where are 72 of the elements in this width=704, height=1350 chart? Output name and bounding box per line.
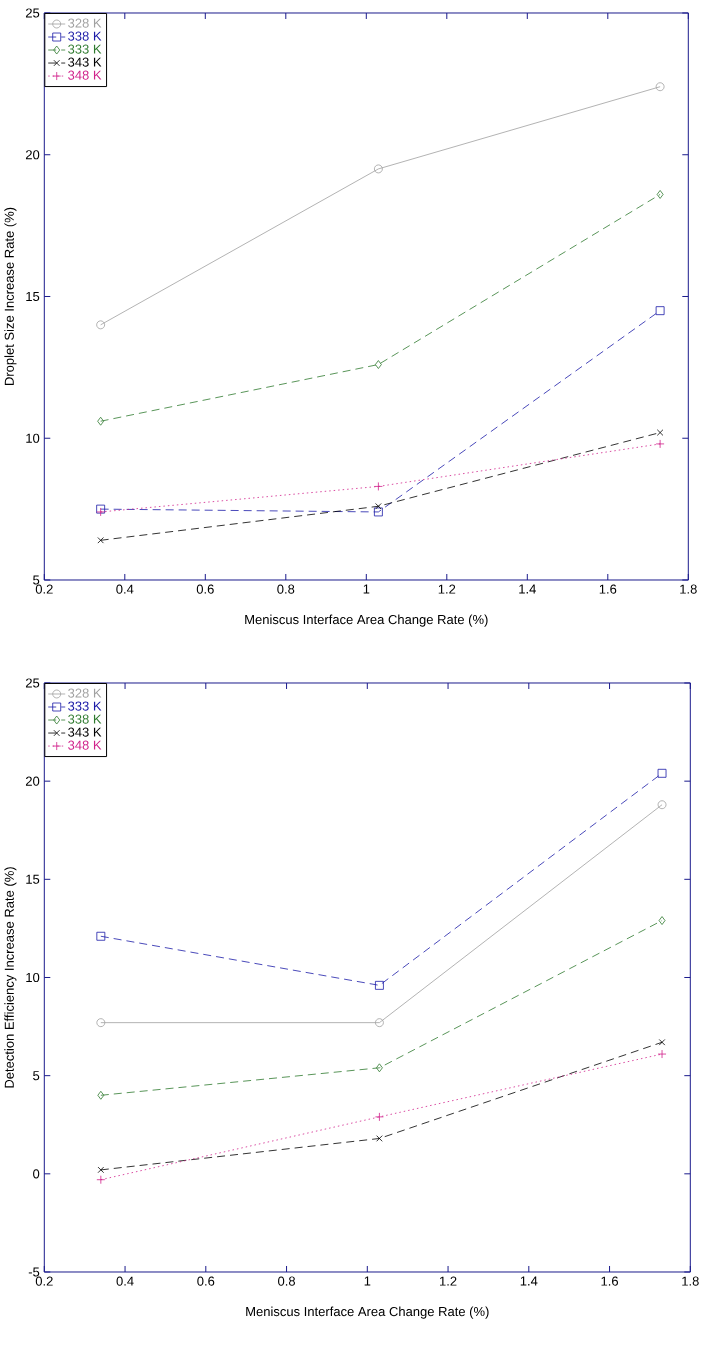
point [655, 82, 665, 92]
point [375, 1018, 384, 1028]
y-tick-label: -5 [28, 1267, 40, 1277]
point [655, 439, 665, 449]
x-tick-label: 1.8 [680, 584, 697, 594]
x-tick-label: 0.4 [116, 584, 134, 594]
x-tick-label: 1.4 [520, 1276, 538, 1286]
x-tick-label: 0.8 [278, 1276, 296, 1286]
point [658, 916, 666, 925]
y-axis-title: Droplet Size Increase Rate (%) [4, 207, 17, 386]
point [657, 800, 667, 810]
x-tick-label: 1.4 [519, 584, 537, 594]
y-axis-title: Detection Efficiency Increase Rate (%) [4, 867, 17, 1088]
y-tick-label: 20 [26, 150, 40, 160]
x-tick-label: 1.6 [601, 1276, 619, 1286]
point [375, 980, 384, 990]
legend-label: 343 K [68, 57, 102, 67]
legend-label: 348 K [68, 70, 102, 80]
point [97, 1090, 105, 1100]
x-tick-label: 1.2 [438, 584, 456, 594]
point [658, 1039, 666, 1046]
legend-label: 338 K [68, 31, 102, 41]
x-tick-label: 1.2 [440, 1276, 457, 1286]
point [657, 768, 667, 778]
x-tick-label: 1 [363, 584, 370, 594]
y-tick-label: 25 [26, 678, 40, 688]
legend-label: 328 K [68, 688, 102, 698]
x-tick-label: 0.4 [116, 1276, 134, 1286]
x-tick-label: 0.6 [196, 584, 214, 594]
y-tick-label: 5 [33, 1071, 40, 1081]
point [375, 360, 382, 369]
y-tick-label: 15 [26, 291, 40, 302]
point [657, 429, 664, 436]
x-tick-label: 1.6 [599, 584, 617, 594]
point [96, 931, 106, 941]
point [374, 164, 383, 174]
point [655, 306, 665, 316]
point [96, 320, 106, 330]
point [376, 1135, 383, 1142]
y-tick-label: 10 [26, 433, 40, 443]
legend-label: 343 K [68, 727, 102, 737]
x-tick-label: 0.2 [35, 584, 53, 594]
legend-label: 333 K [68, 44, 102, 54]
x-axis-title: Meniscus Interface Area Change Rate (%) [245, 614, 488, 627]
point [374, 482, 383, 491]
y-tick-label: 5 [33, 575, 40, 585]
x-tick-label: 1 [364, 1276, 371, 1286]
legend-label: 333 K [68, 701, 102, 711]
y-tick-label: 10 [26, 972, 40, 983]
point [374, 507, 383, 517]
legend-label: 328 K [68, 18, 102, 28]
point [375, 503, 382, 510]
point [97, 416, 105, 426]
y-tick-label: 20 [26, 776, 40, 786]
x-tick-label: 1.8 [682, 1276, 699, 1286]
point [97, 537, 105, 544]
x-tick-label: 0.6 [197, 1276, 215, 1286]
x-tick-label: 0.2 [35, 1276, 53, 1286]
legend-label: 348 K [68, 740, 102, 750]
x-axis-title: Meniscus Interface Area Change Rate (%) [246, 1306, 489, 1319]
point [656, 190, 664, 199]
point [657, 1049, 667, 1059]
point [96, 1018, 106, 1028]
y-tick-label: 15 [26, 874, 40, 884]
point [376, 1063, 383, 1073]
y-tick-label: 0 [33, 1169, 40, 1179]
x-tick-label: 0.8 [277, 584, 295, 594]
legend-label: 338 K [68, 714, 102, 724]
point [97, 1166, 105, 1174]
point [96, 1175, 106, 1185]
point [375, 1112, 384, 1122]
y-tick-label: 25 [26, 8, 40, 18]
